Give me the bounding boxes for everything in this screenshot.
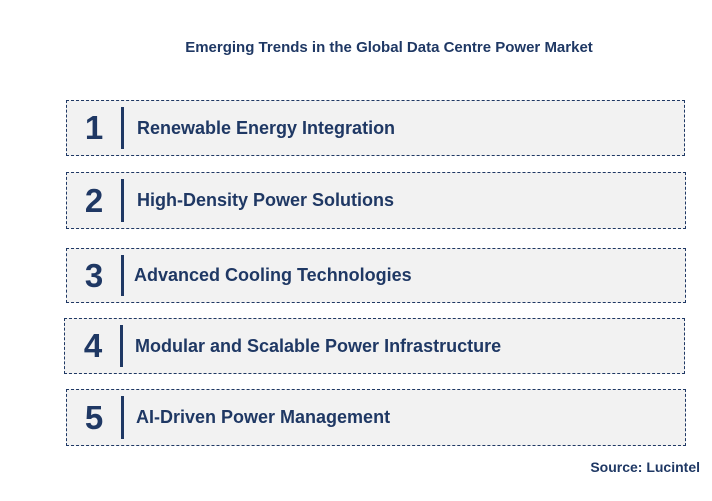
trend-number: 4 [83,327,103,364]
trend-item-2: 2 High-Density Power Solutions [66,172,686,229]
trend-divider [121,396,124,439]
trend-divider [121,107,124,149]
trend-item-5: 5 AI-Driven Power Management [66,389,686,446]
trend-number: 5 [84,398,104,436]
trend-item-4: 4 Modular and Scalable Power Infrastruct… [64,318,685,374]
trend-label: Modular and Scalable Power Infrastructur… [135,335,502,356]
trend-item-1: 1 Renewable Energy Integration [66,100,685,156]
diagram-title: Emerging Trends in the Global Data Centr… [185,39,593,56]
trend-divider [121,179,124,222]
trend-divider [121,255,124,296]
trend-number: 1 [84,109,104,146]
source-note: Source: Lucintel [590,459,700,475]
trend-number: 2 [84,181,104,219]
trend-label: High-Density Power Solutions [137,190,395,210]
trend-label: AI-Driven Power Management [136,407,391,427]
trend-number: 3 [84,256,104,294]
trend-label: Renewable Energy Integration [137,117,396,138]
trend-label: Advanced Cooling Technologies [134,265,412,285]
trend-divider [120,325,123,367]
trend-item-3: 3 Advanced Cooling Technologies [66,248,686,303]
